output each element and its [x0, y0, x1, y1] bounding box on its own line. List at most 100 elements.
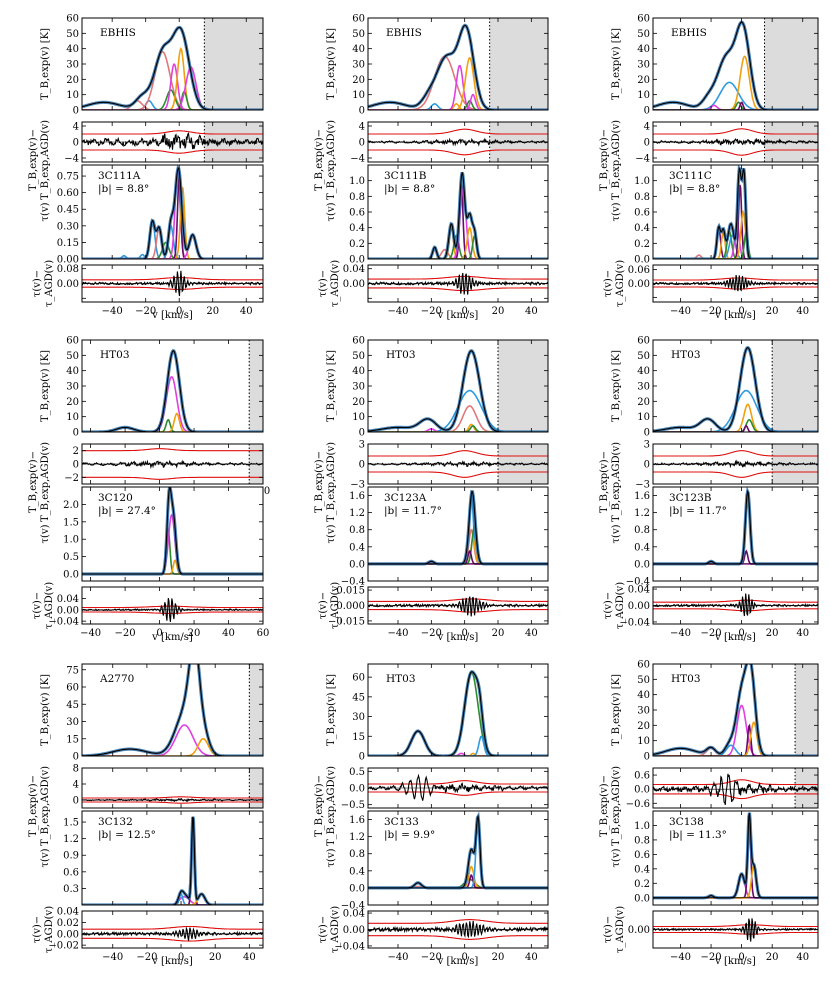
taures-ytick-label: −0.04	[48, 617, 79, 628]
tb-component-0	[82, 418, 263, 432]
plot-2-0-tau-ylabel: τ(v)	[40, 848, 51, 867]
tb-fit-line	[82, 348, 263, 432]
tau-ytick-label: 0.75	[57, 172, 79, 183]
tb-component-3	[82, 89, 263, 110]
plot-1-1-survey-label: HT03	[386, 349, 416, 361]
taures-ytick-label: 0.04	[343, 264, 365, 275]
tau-ytick-label: 0.9	[63, 851, 79, 862]
tb-plot-area	[368, 340, 548, 432]
plot-1-0-source-label: 3C120	[98, 492, 133, 504]
tau-component-2	[368, 865, 548, 889]
taures-residual-line	[653, 593, 818, 617]
plot-0-0-tb-panel: 0 10 20 30 40 50 60	[66, 14, 264, 117]
tb-ytick-label: 0	[73, 428, 79, 439]
plot-0-1-survey-label: EBHIS	[386, 27, 422, 39]
taures-envelope-lower	[368, 287, 548, 292]
plot-1-1-xtick-label: −20	[421, 628, 442, 639]
plot-2-2-taures-ylabel: τ(v)−τ_AGD(v)	[603, 906, 626, 953]
plot-2-0-survey-label: A2770	[99, 673, 134, 685]
tb-component-2	[368, 103, 548, 110]
plot-1-2-xtick-label: 40	[796, 628, 809, 639]
tau-ytick-label: 0.6	[634, 208, 650, 219]
plot-1-1-tb-panel: 0 10 20 30 40 50 60	[352, 336, 549, 439]
tb-ytick-label: 10	[66, 90, 79, 101]
plot-1-2-tbres-ylabel: T_B,exp(v)−T_B,exp,AGD(v)	[599, 442, 622, 522]
tb-ytick-label: 30	[66, 717, 79, 728]
taures-ytick-label: 0.00	[628, 601, 650, 612]
tb-data-line	[82, 350, 263, 432]
plot-0-1-xtick-label: −40	[387, 306, 408, 317]
taures-plot-area	[368, 919, 548, 940]
tau-ytick-label: 0.2	[349, 239, 365, 250]
plot-2-1-tbres-ylabel: T_B,exp(v)−T_B,exp,AGD(v)	[314, 766, 337, 846]
tbres-residual-line	[82, 132, 263, 150]
tau-plot-area	[82, 487, 263, 576]
tau-ytick-label: 0.0	[349, 255, 365, 266]
plot-0-1-tbres-ylabel: T_B,exp(v)−T_B,exp,AGD(v)	[314, 120, 337, 200]
tau-ytick-label: 1.2	[63, 834, 79, 845]
taures-ytick-label: 0.06	[628, 265, 650, 276]
taures-plot-area	[82, 597, 263, 622]
taures-ytick-label: 0.00	[343, 925, 365, 936]
tbres-plot-area	[82, 768, 263, 808]
plot-0-1-tau-ylabel: τ(v)	[326, 202, 337, 221]
plot-2-0-xtick-label: 20	[209, 952, 222, 963]
tbres-envelope-lower	[82, 149, 263, 154]
tb-component-0	[653, 81, 818, 110]
tb-data-line	[653, 347, 818, 432]
plot-2-0-tbres-ylabel: T_B,exp(v)−T_B,exp,AGD(v)	[28, 766, 51, 846]
plot-1-1-xtick-label: 0	[461, 628, 467, 639]
tau-ytick-label: 0.6	[63, 867, 79, 878]
plot-1-1-source-label: 3C123A	[384, 492, 427, 504]
tbres-ytick-label: −0.5	[341, 800, 365, 811]
plot-2-0-source-label: 3C132	[98, 816, 133, 828]
tbres-ytick-label: 2	[73, 446, 79, 457]
stray-tick-label: 0	[264, 486, 270, 497]
taures-envelope-upper	[368, 598, 548, 602]
tbres-ytick-label: 3	[644, 440, 650, 451]
plot-0-2-survey-label: EBHIS	[671, 27, 707, 39]
tau-ytick-label: 0.3	[63, 884, 79, 895]
plot-2-1-tbres-panel: −0.5 0.0 0.5	[341, 767, 549, 811]
plot-1-0-tau-ylabel: τ(v)	[40, 524, 51, 543]
tbres-envelope-upper	[82, 448, 263, 452]
tb-component-4	[368, 56, 548, 110]
plot-2-1-xlabel: v [km/s]	[437, 956, 479, 967]
tau-ytick-label: −0.4	[341, 577, 365, 588]
taures-residual-line	[653, 918, 818, 942]
tbres-envelope-lower	[82, 476, 263, 480]
taures-ytick-label: 0.00	[57, 605, 79, 616]
tb-ytick-label: 20	[66, 75, 79, 86]
shaded-region	[249, 340, 263, 432]
plot-0-0-tau-ylabel: τ(v)	[40, 202, 51, 221]
taures-plot-area	[653, 593, 818, 617]
plot-1-2-xtick-label: −20	[701, 628, 722, 639]
plot-0-1-taures-ylabel: τ(v)−τ_AGD(v)	[318, 260, 341, 307]
tau-ytick-label: 0.15	[57, 238, 79, 249]
tbres-residual-line	[653, 459, 818, 469]
tau-ytick-label: 0.8	[634, 525, 650, 536]
tb-plot-area	[368, 18, 548, 110]
tb-ytick-label: 60	[352, 14, 365, 25]
plot-1-0-taures-panel: −0.040.000.04	[48, 586, 264, 628]
tb-ytick-label: 0	[644, 752, 650, 763]
tau-ytick-label: 1.2	[349, 508, 365, 519]
tb-ytick-label: 40	[66, 366, 79, 377]
tb-ytick-label: 0	[359, 752, 365, 763]
plot-2-0-tb-ylabel: T_B,exp(v) [K]	[40, 674, 51, 746]
plot-1-0-xtick-label: 0	[156, 628, 162, 639]
plot-1-0-xtick-label: 20	[188, 628, 201, 639]
taures-ytick-label: 0.04	[57, 907, 79, 918]
plot-1-1-tbres-ylabel: T_B,exp(v)−T_B,exp,AGD(v)	[314, 442, 337, 522]
tb-ytick-label: 10	[637, 412, 650, 423]
tb-ytick-label: 75	[66, 665, 79, 676]
tau-ytick-label: 0.8	[349, 849, 365, 860]
tau-ytick-label: 1.0	[63, 535, 79, 546]
tb-ytick-label: 60	[66, 14, 79, 25]
plot-1-0-tb-ylabel: T_B,exp(v) [K]	[40, 350, 51, 422]
plot-0-1-source-label: 3C111B	[384, 170, 427, 182]
plot-0-0-xtick-label: −20	[135, 306, 156, 317]
tbres-plot-area	[368, 444, 548, 484]
tb-ytick-label: 30	[637, 60, 650, 71]
tau-component-2	[653, 549, 818, 565]
